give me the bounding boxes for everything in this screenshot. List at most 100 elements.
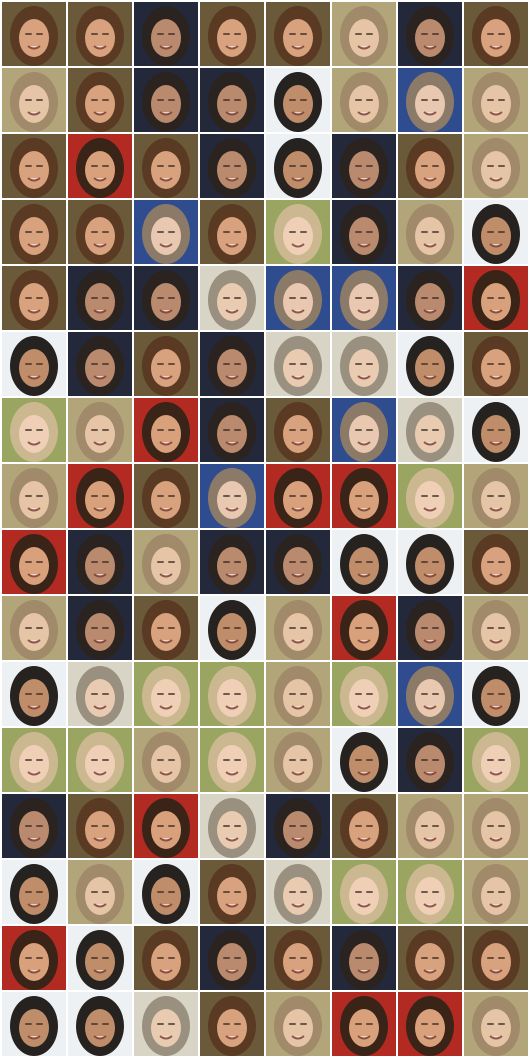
- face-tile: [200, 596, 264, 660]
- face-shape: [349, 745, 379, 783]
- mouth-shape: [357, 45, 371, 50]
- mouth-shape: [489, 969, 503, 974]
- face-tile: [134, 596, 198, 660]
- mouth-shape: [423, 1035, 437, 1040]
- mouth-shape: [27, 45, 41, 50]
- face-tile: [134, 530, 198, 594]
- face-shape: [19, 745, 49, 783]
- mouth-shape: [27, 639, 41, 644]
- mouth-shape: [93, 111, 107, 116]
- face-tile: [2, 728, 66, 792]
- face-tile: [134, 266, 198, 330]
- face-portrait: [2, 992, 66, 1056]
- face-shape: [349, 217, 379, 255]
- face-shape: [415, 19, 445, 57]
- mouth-shape: [93, 441, 107, 446]
- face-portrait: [134, 134, 198, 198]
- face-portrait: [68, 266, 132, 330]
- mouth-shape: [93, 177, 107, 182]
- face-shape: [85, 943, 115, 981]
- face-tile: [68, 728, 132, 792]
- face-tile: [398, 662, 462, 726]
- face-tile: [332, 662, 396, 726]
- mouth-shape: [159, 771, 173, 776]
- face-shape: [217, 217, 247, 255]
- face-shape: [217, 943, 247, 981]
- face-portrait: [266, 2, 330, 66]
- face-shape: [85, 283, 115, 321]
- mouth-shape: [225, 837, 239, 842]
- mouth-shape: [291, 243, 305, 248]
- mouth-shape: [291, 45, 305, 50]
- face-tile: [266, 266, 330, 330]
- mouth-shape: [357, 441, 371, 446]
- mouth-shape: [159, 441, 173, 446]
- face-portrait: [266, 926, 330, 990]
- mouth-shape: [159, 1035, 173, 1040]
- face-tile: [266, 332, 330, 396]
- mouth-shape: [93, 507, 107, 512]
- face-portrait: [2, 794, 66, 858]
- face-tile: [68, 596, 132, 660]
- face-shape: [415, 349, 445, 387]
- face-shape: [481, 217, 511, 255]
- face-tile: [398, 728, 462, 792]
- mouth-shape: [423, 45, 437, 50]
- mouth-shape: [489, 45, 503, 50]
- face-tile: [464, 398, 528, 462]
- mouth-shape: [423, 771, 437, 776]
- face-portrait: [464, 68, 528, 132]
- face-portrait: [68, 728, 132, 792]
- face-tile: [398, 596, 462, 660]
- mouth-shape: [159, 309, 173, 314]
- face-portrait: [2, 332, 66, 396]
- face-shape: [481, 613, 511, 651]
- face-shape: [283, 547, 313, 585]
- face-tile: [266, 398, 330, 462]
- mouth-shape: [489, 111, 503, 116]
- face-shape: [415, 481, 445, 519]
- face-tile: [68, 992, 132, 1056]
- face-shape: [19, 217, 49, 255]
- face-shape: [19, 679, 49, 717]
- mouth-shape: [93, 837, 107, 842]
- face-shape: [481, 283, 511, 321]
- face-portrait: [332, 860, 396, 924]
- face-tile: [332, 200, 396, 264]
- face-tile: [332, 332, 396, 396]
- face-shape: [85, 481, 115, 519]
- face-shape: [151, 943, 181, 981]
- face-portrait: [2, 266, 66, 330]
- face-tile: [200, 464, 264, 528]
- face-portrait: [2, 596, 66, 660]
- face-tile: [332, 2, 396, 66]
- face-portrait: [68, 926, 132, 990]
- face-tile: [266, 860, 330, 924]
- face-portrait: [464, 794, 528, 858]
- face-portrait: [464, 266, 528, 330]
- face-portrait: [398, 728, 462, 792]
- face-tile: [2, 398, 66, 462]
- face-shape: [481, 877, 511, 915]
- mouth-shape: [159, 903, 173, 908]
- face-tile: [200, 200, 264, 264]
- mouth-shape: [489, 837, 503, 842]
- face-shape: [415, 85, 445, 123]
- face-portrait: [68, 662, 132, 726]
- mouth-shape: [27, 573, 41, 578]
- mouth-shape: [159, 177, 173, 182]
- mouth-shape: [489, 1035, 503, 1040]
- mouth-shape: [489, 177, 503, 182]
- face-shape: [19, 19, 49, 57]
- face-shape: [349, 349, 379, 387]
- face-portrait: [2, 860, 66, 924]
- face-tile: [266, 662, 330, 726]
- face-shape: [481, 811, 511, 849]
- face-shape: [217, 547, 247, 585]
- mouth-shape: [225, 573, 239, 578]
- face-tile: [134, 332, 198, 396]
- face-tile: [266, 794, 330, 858]
- face-shape: [19, 481, 49, 519]
- face-shape: [19, 151, 49, 189]
- mouth-shape: [27, 375, 41, 380]
